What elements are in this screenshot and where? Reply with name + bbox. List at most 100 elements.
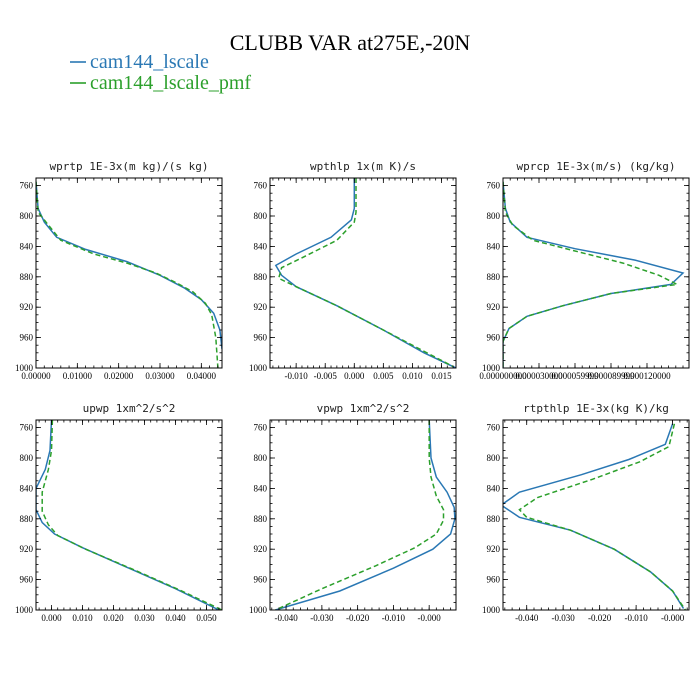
x-tick-label: 0.015 [431, 371, 452, 381]
legend: cam144_lscale cam144_lscale_pmf [70, 51, 251, 94]
panel-title: wpthlp 1x(m K)/s [310, 160, 416, 173]
x-tick-label: 0.03000 [145, 371, 175, 381]
y-tick-label: 760 [254, 181, 268, 191]
x-tick-label: 0.04000 [187, 371, 217, 381]
y-tick-label: 880 [254, 272, 268, 282]
y-tick-label: 920 [254, 544, 268, 554]
plot-frame [502, 419, 690, 611]
y-tick-label: 880 [487, 272, 501, 282]
legend-label-2: cam144_lscale_pmf [90, 72, 251, 94]
y-tick-label: 1000 [15, 605, 34, 615]
x-tick-label: 0.000089999 [587, 371, 635, 381]
x-tick-label: -0.000 [418, 613, 442, 623]
panel-6: rtpthlp 1E-3x(kg K)/kg 760 800 840 880 920 960… [482, 402, 690, 623]
y-tick-label: 920 [487, 302, 501, 312]
x-tick-label: 0.030 [134, 613, 155, 623]
y-tick-label: 760 [487, 423, 501, 433]
x-tick-label: 0.000 [41, 613, 62, 623]
plot-frame [35, 177, 223, 369]
panel-title: wprcp 1E-3x(m/s) (kg/kg) [517, 160, 676, 173]
panel-title: upwp 1xm^2/s^2 [83, 402, 176, 415]
x-tick-label: 0.010 [402, 371, 423, 381]
y-tick-label: 960 [487, 575, 501, 585]
series-line-2 [275, 420, 445, 610]
x-tick-label: -0.000 [661, 613, 685, 623]
plot-frame [269, 177, 457, 369]
panels: wprtp 1E-3x(m kg)/(s kg) 760 800 840 880 920 9… [15, 160, 690, 623]
series-line-2 [503, 181, 680, 368]
y-tick-label: 920 [20, 302, 34, 312]
y-tick-label: 920 [487, 544, 501, 554]
series-line-1 [503, 423, 685, 609]
y-tick-label: 800 [20, 453, 34, 463]
y-tick-label: 840 [254, 241, 268, 251]
x-tick-label: -0.010 [382, 613, 406, 623]
y-tick-label: 960 [20, 575, 34, 585]
legend-label-1: cam144_lscale [90, 51, 209, 73]
series-line-2 [277, 178, 454, 368]
x-tick-label: -0.010 [285, 371, 309, 381]
y-tick-label: 800 [487, 453, 501, 463]
y-tick-label: 800 [20, 211, 34, 221]
x-tick-label: 0.000 [344, 371, 365, 381]
y-tick-label: 960 [20, 333, 34, 343]
y-tick-label: 800 [487, 211, 501, 221]
panel-1: wprtp 1E-3x(m kg)/(s kg) 760 800 840 880 920 9… [15, 160, 223, 381]
y-tick-label: 920 [254, 302, 268, 312]
x-tick-label: 0.02000 [104, 371, 134, 381]
x-tick-label: 0.020 [103, 613, 124, 623]
panel-title: rtpthlp 1E-3x(kg K)/kg [523, 402, 669, 415]
y-tick-label: 840 [487, 483, 501, 493]
x-tick-label: -0.020 [346, 613, 370, 623]
x-tick-label: 0.005 [373, 371, 394, 381]
y-tick-label: 960 [254, 333, 268, 343]
plot-frame [269, 419, 457, 611]
series-line-1 [275, 420, 456, 610]
figure-title: CLUBB VAR at275E,-20N [230, 30, 471, 55]
panel-2: wpthlp 1x(m K)/s 760 800 840 880 920 960 1000 -0… [249, 160, 457, 381]
x-tick-label: 0.040 [165, 613, 186, 623]
series-line-2 [518, 423, 687, 610]
x-tick-label: 0.000000000 [479, 371, 527, 381]
panel-title: vpwp 1xm^2/s^2 [317, 402, 410, 415]
x-tick-label: 0.000120000 [623, 371, 671, 381]
plot-frame [502, 177, 690, 369]
panel-4: upwp 1xm^2/s^2 760 800 840 880 920 960 1000 0.00… [15, 402, 223, 623]
x-tick-label: -0.030 [552, 613, 576, 623]
y-tick-label: 960 [487, 333, 501, 343]
y-tick-label: 1000 [482, 605, 501, 615]
y-tick-label: 1000 [15, 363, 34, 373]
y-tick-label: 840 [487, 241, 501, 251]
x-tick-label: 0.000059999 [551, 371, 599, 381]
series-line-1 [36, 420, 220, 610]
x-tick-label: -0.040 [274, 613, 298, 623]
y-tick-label: 840 [254, 483, 268, 493]
x-tick-label: 0.01000 [63, 371, 93, 381]
y-tick-label: 760 [20, 423, 34, 433]
y-tick-label: 760 [487, 181, 501, 191]
y-tick-label: 800 [254, 211, 268, 221]
x-tick-label: -0.010 [624, 613, 648, 623]
x-tick-label: -0.005 [314, 371, 338, 381]
series-line-1 [36, 181, 222, 350]
y-tick-label: 1000 [482, 363, 501, 373]
panel-3: wprcp 1E-3x(m/s) (kg/kg) 760 800 840 880 920 9… [479, 160, 690, 381]
x-tick-label: 0.000030000 [515, 371, 563, 381]
y-tick-label: 840 [20, 241, 34, 251]
series-line-1 [503, 181, 685, 368]
y-tick-label: 960 [254, 575, 268, 585]
x-tick-label: -0.040 [515, 613, 539, 623]
plot-frame [35, 419, 223, 611]
y-tick-label: 880 [20, 514, 34, 524]
y-tick-label: 920 [20, 544, 34, 554]
x-tick-label: 0.010 [72, 613, 93, 623]
x-tick-label: -0.030 [310, 613, 334, 623]
y-tick-label: 1000 [249, 605, 268, 615]
panel-5: vpwp 1xm^2/s^2 760 800 840 880 920 960 1000 -0.0… [249, 402, 457, 623]
y-tick-label: 760 [254, 423, 268, 433]
y-tick-label: 760 [20, 181, 34, 191]
x-tick-label: 0.050 [196, 613, 217, 623]
y-tick-label: 840 [20, 483, 34, 493]
y-tick-label: 800 [254, 453, 268, 463]
